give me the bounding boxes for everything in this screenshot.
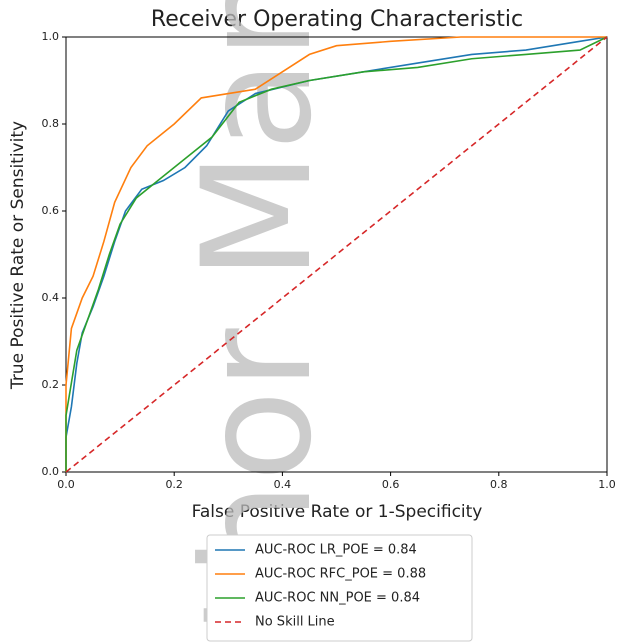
y-tick-label: 1.0 xyxy=(42,30,60,43)
x-tick-label: 0.0 xyxy=(57,478,75,491)
legend-box xyxy=(206,534,473,642)
x-tick-label: 0.6 xyxy=(382,478,400,491)
y-tick-label: 0.6 xyxy=(42,204,60,217)
legend-label: AUC-ROC LR_POE = 0.84 xyxy=(255,543,417,558)
series-line xyxy=(65,36,608,472)
y-tick-label: 0.4 xyxy=(42,291,60,304)
plot-frame xyxy=(65,36,608,473)
watermark: thor Man xyxy=(171,0,345,636)
y-axis-label: True Positive Rate or Sensitivity xyxy=(8,121,28,390)
legend: AUC-ROC LR_POE = 0.84 AUC-ROC RFC_POE = 0… xyxy=(206,534,473,642)
x-tick-label: 0.2 xyxy=(165,478,183,491)
y-tick-label: 0.0 xyxy=(42,465,60,478)
x-tick-label: 0.4 xyxy=(274,478,292,491)
series-line xyxy=(65,36,607,472)
legend-label: AUC-ROC NN_POE = 0.84 xyxy=(255,591,420,606)
x-axis-label: False Positive Rate or 1-Specificity xyxy=(192,502,483,522)
series-line xyxy=(65,36,608,472)
x-tick-label: 1.0 xyxy=(598,478,616,491)
chart-title: Receiver Operating Characteristic xyxy=(151,7,523,32)
legend-label: No Skill Line xyxy=(255,615,335,630)
x-tick-label: 0.8 xyxy=(490,478,508,491)
y-tick-label: 0.8 xyxy=(42,117,60,130)
legend-label: AUC-ROC RFC_POE = 0.88 xyxy=(255,567,426,582)
y-tick-label: 0.2 xyxy=(42,378,60,391)
series-line xyxy=(65,36,608,473)
